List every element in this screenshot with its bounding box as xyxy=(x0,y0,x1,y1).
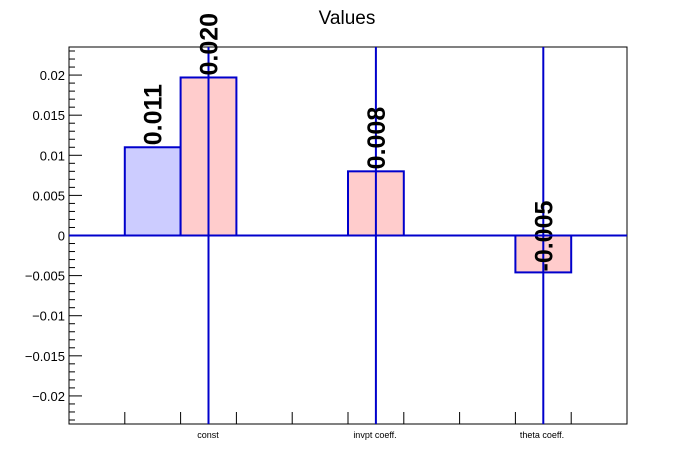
y-tick-label: −0.02 xyxy=(32,389,65,404)
y-tick-label: 0 xyxy=(58,229,65,244)
y-tick-label: −0.005 xyxy=(25,269,65,284)
y-tick-label: 0.02 xyxy=(40,68,65,83)
bar xyxy=(123,146,182,237)
y-tick-label: −0.01 xyxy=(32,309,65,324)
chart-title: Values xyxy=(319,8,376,29)
y-tick-label: 0.015 xyxy=(32,108,65,123)
category-label: theta coeff. xyxy=(520,430,564,440)
plot-area: 0.02 0.015 0.01 0.005 0 −0.005 −0.01 −0.015 −0.0… xyxy=(25,13,628,440)
category-label: invpt coeff. xyxy=(353,430,396,440)
category-label: const xyxy=(197,430,219,440)
y-tick-label: −0.015 xyxy=(25,349,65,364)
data-label: 0.008 xyxy=(363,107,391,170)
y-tick-label: 0.01 xyxy=(40,148,65,163)
data-label: 0.020 xyxy=(196,13,224,76)
data-label: 0.011 xyxy=(140,84,168,145)
y-tick-label: 0.005 xyxy=(32,188,65,203)
